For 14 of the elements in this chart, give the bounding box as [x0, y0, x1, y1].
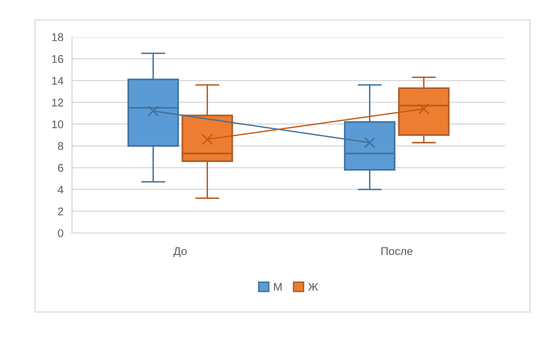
legend-label: М: [274, 283, 282, 291]
y-tick-label: 8: [58, 142, 64, 150]
y-tick-label: 2: [58, 207, 64, 216]
y-tick-label: 18: [52, 33, 64, 42]
y-tick-label: 4: [58, 186, 64, 194]
y-tick-label: 10: [52, 120, 64, 128]
x-tick-label: До: [173, 247, 187, 258]
y-tick-label: 12: [52, 98, 64, 106]
y-tick-label: 6: [58, 164, 64, 172]
y-tick-label: 16: [52, 55, 64, 63]
x-tick-label: После: [381, 247, 412, 256]
y-tick-label: 14: [52, 76, 64, 85]
y-tick-label: 0: [58, 229, 64, 238]
legend-label: Ж: [308, 283, 318, 291]
